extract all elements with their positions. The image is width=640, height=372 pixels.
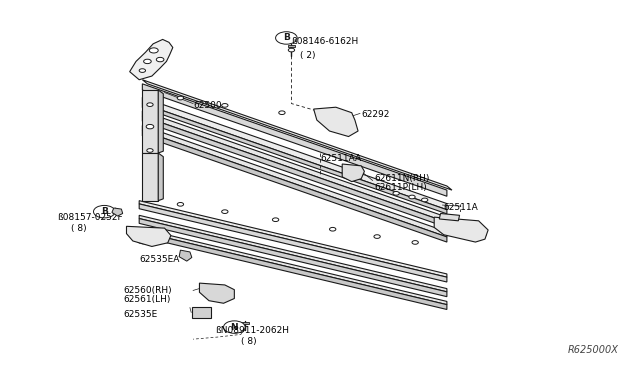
- Text: B: B: [283, 33, 290, 42]
- Text: ß08146-6162H: ß08146-6162H: [291, 37, 358, 46]
- Polygon shape: [139, 204, 447, 282]
- Circle shape: [147, 149, 153, 152]
- Polygon shape: [439, 214, 460, 221]
- Circle shape: [203, 288, 209, 292]
- Text: 62535EA: 62535EA: [139, 255, 180, 264]
- Polygon shape: [130, 39, 173, 80]
- Circle shape: [412, 241, 419, 244]
- Polygon shape: [158, 90, 163, 153]
- Polygon shape: [434, 217, 488, 242]
- Polygon shape: [142, 153, 158, 201]
- Text: ( 2): ( 2): [300, 51, 315, 60]
- Circle shape: [147, 103, 153, 106]
- Circle shape: [479, 232, 486, 237]
- Polygon shape: [192, 307, 211, 318]
- Text: 62511A: 62511A: [444, 203, 479, 212]
- Circle shape: [223, 321, 245, 333]
- Polygon shape: [287, 45, 295, 48]
- Polygon shape: [142, 116, 447, 227]
- Circle shape: [347, 170, 356, 176]
- Polygon shape: [127, 226, 171, 247]
- Polygon shape: [342, 164, 364, 182]
- Polygon shape: [241, 321, 249, 324]
- Polygon shape: [142, 125, 447, 237]
- Polygon shape: [200, 283, 234, 303]
- Circle shape: [273, 218, 279, 222]
- Polygon shape: [142, 131, 447, 242]
- Text: ( 8): ( 8): [71, 224, 87, 232]
- Text: 62511AA: 62511AA: [320, 154, 361, 163]
- Polygon shape: [139, 201, 447, 277]
- Polygon shape: [158, 153, 163, 201]
- Text: ß08157-0252F: ß08157-0252F: [57, 213, 122, 222]
- Circle shape: [149, 48, 158, 53]
- Text: N: N: [230, 323, 238, 331]
- Circle shape: [139, 69, 145, 73]
- Circle shape: [374, 235, 380, 238]
- Text: B: B: [101, 207, 108, 216]
- Circle shape: [136, 234, 152, 244]
- Text: ßN08911-2062H: ßN08911-2062H: [215, 326, 289, 335]
- Polygon shape: [139, 215, 447, 292]
- Text: R625000X: R625000X: [567, 344, 618, 355]
- Polygon shape: [139, 218, 447, 296]
- Circle shape: [146, 125, 154, 129]
- Circle shape: [221, 210, 228, 214]
- Circle shape: [468, 231, 477, 236]
- Circle shape: [393, 192, 399, 195]
- Text: 62611P(LH): 62611P(LH): [374, 183, 427, 192]
- Polygon shape: [142, 103, 447, 214]
- Polygon shape: [142, 111, 447, 222]
- Circle shape: [221, 103, 228, 107]
- Polygon shape: [142, 84, 447, 196]
- Text: 62561(LH): 62561(LH): [124, 295, 171, 304]
- Polygon shape: [179, 250, 192, 261]
- Circle shape: [177, 96, 184, 100]
- Text: 62560(RH): 62560(RH): [124, 286, 172, 295]
- Circle shape: [422, 198, 428, 202]
- Text: 62500: 62500: [193, 101, 221, 110]
- Circle shape: [330, 227, 336, 231]
- Polygon shape: [314, 107, 358, 137]
- Polygon shape: [142, 97, 447, 210]
- Text: ( 8): ( 8): [241, 337, 256, 346]
- Polygon shape: [112, 208, 123, 216]
- Circle shape: [143, 59, 151, 64]
- Text: 62535E: 62535E: [124, 311, 157, 320]
- Circle shape: [93, 205, 115, 218]
- Circle shape: [177, 202, 184, 206]
- Circle shape: [288, 48, 294, 52]
- Polygon shape: [139, 231, 447, 310]
- Polygon shape: [142, 80, 452, 190]
- Circle shape: [319, 112, 327, 117]
- Circle shape: [328, 117, 348, 129]
- Text: 62292: 62292: [361, 110, 390, 119]
- Circle shape: [276, 32, 297, 44]
- Circle shape: [442, 225, 451, 231]
- Circle shape: [156, 57, 164, 62]
- Polygon shape: [139, 228, 447, 305]
- Polygon shape: [142, 90, 158, 153]
- Circle shape: [279, 111, 285, 115]
- Circle shape: [409, 195, 415, 199]
- Circle shape: [455, 228, 464, 234]
- Text: 62611N(RH): 62611N(RH): [374, 174, 429, 183]
